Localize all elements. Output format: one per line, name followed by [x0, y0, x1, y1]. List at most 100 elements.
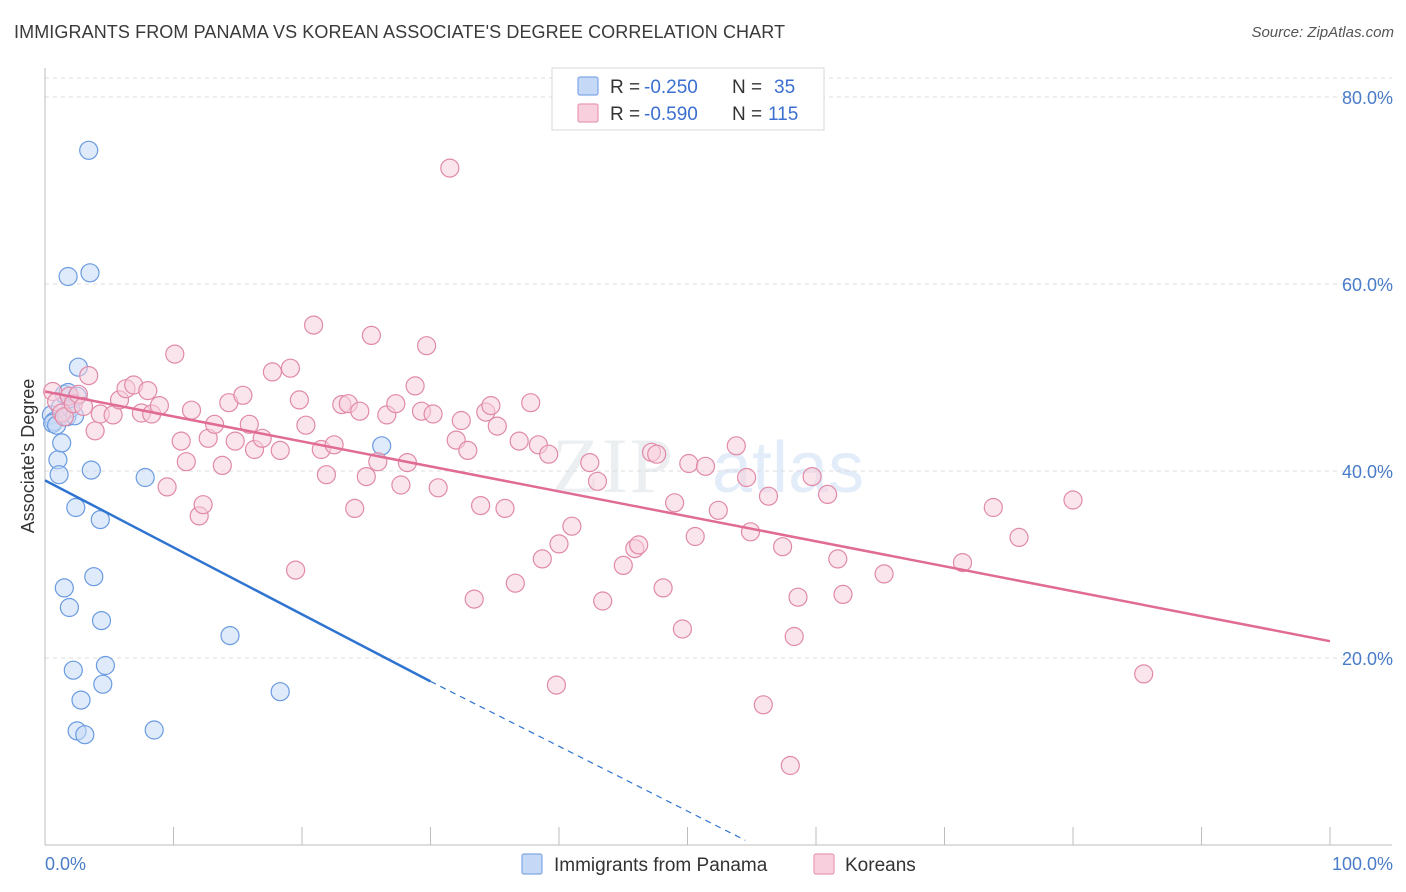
data-point: [138, 381, 158, 401]
data-point: [233, 385, 253, 405]
data-point: [521, 393, 541, 413]
data-point: [59, 597, 80, 618]
data-point: [52, 433, 72, 453]
data-point: [417, 336, 437, 356]
data-point: [90, 509, 110, 530]
data-point: [270, 682, 290, 702]
data-point: [391, 475, 411, 495]
data-point: [262, 362, 282, 382]
y-ticks: 20.0% 40.0% 60.0% 80.0%: [1342, 88, 1393, 669]
data-point: [423, 404, 443, 424]
y-tick-label: 20.0%: [1342, 649, 1393, 669]
data-point: [73, 396, 94, 417]
x-tick-label: 100.0%: [1332, 854, 1393, 874]
data-point: [788, 587, 808, 607]
data-point: [587, 471, 608, 491]
data-point: [75, 725, 95, 745]
legend: R = -0.250 N = 35 R = -0.590 N = 115: [551, 67, 825, 131]
data-point: [509, 431, 529, 451]
data-point: [546, 675, 567, 695]
trend-lines: [44, 390, 1331, 841]
data-point: [91, 610, 112, 631]
legend-n-value: 35: [774, 77, 795, 98]
data-point: [495, 498, 515, 518]
data-point: [49, 465, 69, 485]
data-point: [144, 720, 164, 740]
data-point: [428, 478, 448, 498]
data-point: [562, 516, 582, 536]
bottom-legend-label-koreans: Koreans: [845, 855, 916, 876]
data-point: [549, 534, 569, 554]
data-point: [726, 436, 746, 456]
bottom-legend-label-panama: Immigrants from Panama: [554, 855, 768, 876]
data-point: [84, 567, 104, 587]
data-point: [532, 549, 552, 569]
data-point: [372, 436, 392, 456]
y-tick-label: 40.0%: [1342, 462, 1393, 482]
legend-swatch-koreans: [577, 103, 599, 123]
data-point: [753, 695, 773, 715]
data-point: [672, 619, 693, 639]
data-point: [708, 500, 728, 520]
data-point: [345, 498, 365, 518]
data-point: [695, 456, 716, 476]
data-point: [176, 452, 196, 472]
data-point: [613, 555, 633, 576]
data-point: [212, 455, 232, 475]
series-koreans: [43, 158, 1154, 776]
bottom-legend-item-panama: Immigrants from Panama: [521, 853, 768, 876]
data-point: [440, 158, 460, 178]
data-point: [983, 497, 1003, 518]
data-point: [1009, 527, 1029, 548]
data-point: [220, 625, 240, 646]
data-point: [93, 674, 113, 694]
data-point: [828, 549, 848, 569]
data-point: [386, 394, 406, 414]
legend-n-label: N =: [732, 77, 762, 98]
legend-r-label: R =: [610, 104, 640, 125]
data-point: [239, 414, 259, 434]
data-point: [165, 344, 185, 364]
data-point: [653, 578, 673, 598]
x-ticks: 0.0% 100.0%: [45, 854, 1393, 874]
trend-line-panama-extrapolated: [430, 680, 746, 841]
chart-title: IMMIGRANTS FROM PANAMA VS KOREAN ASSOCIA…: [14, 22, 786, 42]
y-tick-label: 60.0%: [1342, 275, 1393, 295]
data-point: [66, 497, 86, 518]
data-point: [772, 537, 793, 557]
data-point: [350, 401, 370, 421]
data-point: [270, 440, 290, 460]
data-point: [593, 591, 613, 611]
data-point: [286, 560, 306, 580]
data-point: [664, 493, 685, 513]
data-point: [685, 526, 705, 547]
data-point: [647, 444, 667, 464]
data-point: [464, 589, 484, 609]
data-point: [79, 140, 99, 160]
bottom-legend: Immigrants from Panama Koreans: [521, 853, 916, 876]
data-point: [481, 396, 501, 416]
data-point: [135, 467, 155, 488]
legend-n-value: 115: [768, 104, 798, 125]
legend-row-koreans: R = -0.590 N = 115: [577, 103, 798, 125]
data-point: [280, 358, 300, 378]
bottom-legend-swatch-panama: [521, 853, 543, 875]
legend-r-value: -0.590: [644, 104, 698, 125]
data-point: [181, 400, 202, 420]
trend-line-koreans: [44, 390, 1331, 643]
data-point: [54, 578, 74, 598]
watermark-zip: ZIP: [552, 422, 675, 509]
data-point: [1134, 664, 1154, 684]
data-point: [487, 416, 507, 436]
data-point: [740, 522, 761, 542]
data-point: [471, 496, 491, 516]
bottom-legend-item-koreans: Koreans: [813, 853, 916, 876]
data-point: [356, 467, 376, 487]
data-point: [304, 315, 324, 335]
data-point: [80, 263, 100, 283]
data-point: [171, 431, 191, 451]
data-point: [505, 573, 525, 593]
data-point: [736, 467, 757, 488]
data-point: [81, 460, 101, 480]
